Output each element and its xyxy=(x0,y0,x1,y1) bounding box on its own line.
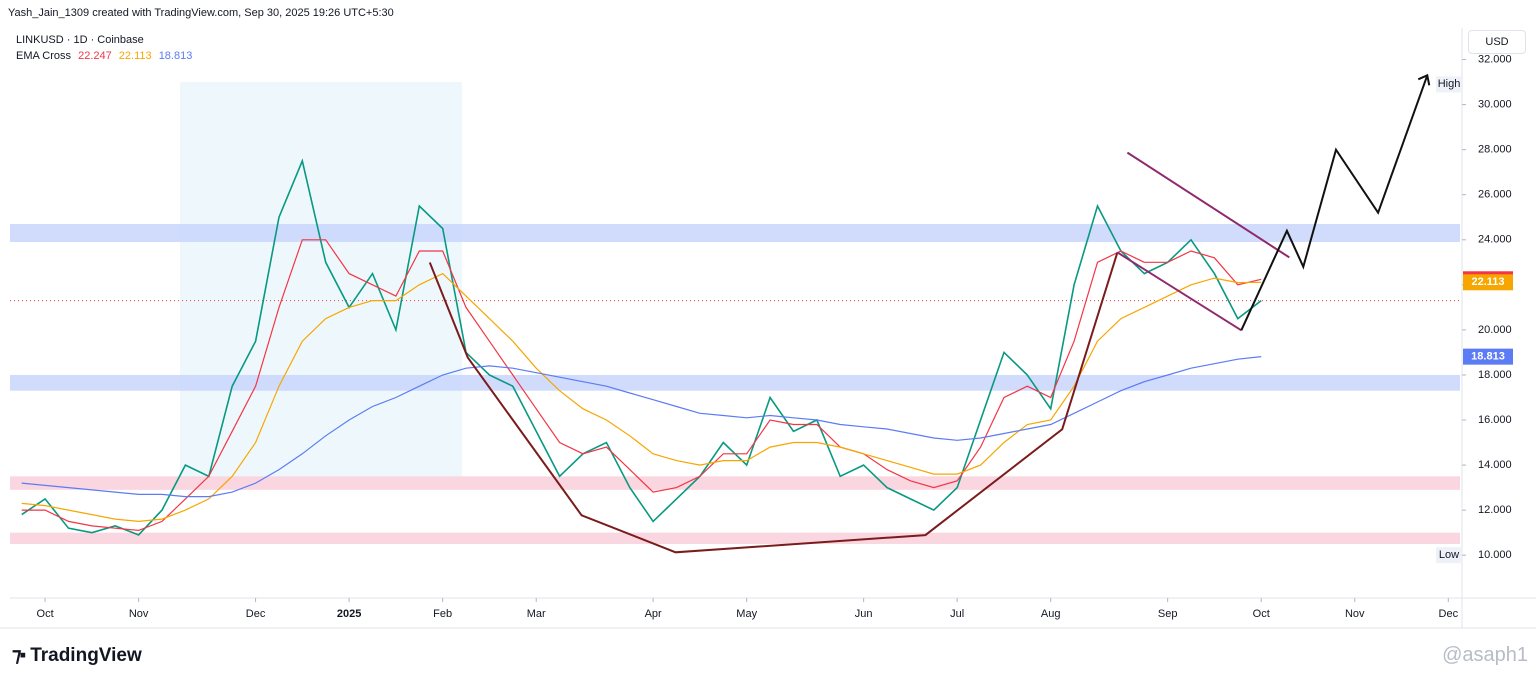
price-badge xyxy=(1463,348,1513,365)
x-tick-label: Jul xyxy=(950,608,964,620)
zone xyxy=(10,532,1460,544)
x-tick-label: May xyxy=(736,608,757,620)
annotation-line xyxy=(1240,74,1429,331)
brand-logo: ⁊▪ xyxy=(12,645,26,666)
zone xyxy=(10,374,1460,391)
x-tick-label: Mar xyxy=(527,608,546,620)
annotation-line xyxy=(1126,151,1290,259)
brand-name: TradingView xyxy=(30,645,142,666)
x-tick-label: 2025 xyxy=(337,608,361,620)
y-tick-label: 10.000 xyxy=(1478,549,1512,561)
y-tick-label: 28.000 xyxy=(1478,144,1512,156)
y-tick-label: 14.000 xyxy=(1478,459,1512,471)
x-tick-label: Jun xyxy=(855,608,873,620)
y-tick-label: 16.000 xyxy=(1478,414,1512,426)
x-tick-label: Nov xyxy=(1345,608,1365,620)
x-tick-label: Sep xyxy=(1158,608,1178,620)
annotation-line xyxy=(1116,251,1242,332)
annotation-line xyxy=(428,252,1119,554)
price-badge-label: 22.247 xyxy=(1471,273,1505,285)
marker-box xyxy=(1436,76,1462,93)
x-tick-label: Apr xyxy=(645,608,662,620)
arrow-head xyxy=(1417,73,1431,86)
price-badge-label: 22.113 xyxy=(1471,276,1504,288)
y-tick-label: 26.000 xyxy=(1478,189,1512,201)
price-line xyxy=(21,158,1262,536)
brand: ⁊▪ TradingView xyxy=(12,644,142,667)
price-badge-label: 18.813 xyxy=(1471,351,1505,363)
y-tick-label: 18.000 xyxy=(1478,369,1512,381)
y-tick-label: 32.000 xyxy=(1478,53,1512,65)
x-tick-label: Oct xyxy=(1253,608,1270,620)
price-badge xyxy=(1463,271,1513,288)
y-tick-label: 22.000 xyxy=(1478,279,1512,291)
ema-value: 22.113 xyxy=(118,50,152,62)
x-tick-label: Dec xyxy=(246,608,266,620)
price-badge xyxy=(1463,274,1513,291)
symbol: LINKUSD · 1D · Coinbase xyxy=(16,34,144,46)
y-tick-label: 20.000 xyxy=(1478,324,1512,336)
zone xyxy=(10,476,1460,490)
ema-line xyxy=(21,356,1262,498)
indicator-legend: EMA Cross 22.247 22.113 18.813 xyxy=(16,50,192,62)
indicator-name: EMA Cross xyxy=(16,50,72,62)
x-tick-label: Dec xyxy=(1439,608,1459,620)
marker-box xyxy=(1436,547,1462,564)
ema-line xyxy=(21,272,1262,523)
zone xyxy=(10,224,1460,243)
ema-value: 18.813 xyxy=(158,50,193,62)
x-tick-label: Aug xyxy=(1041,608,1061,620)
volume-profile-area xyxy=(180,82,462,477)
currency-button[interactable]: USD xyxy=(1468,30,1526,54)
x-tick-label: Oct xyxy=(37,608,54,620)
credit: Yash_Jain_1309 created with TradingView.… xyxy=(8,7,394,19)
marker-label: Low xyxy=(1439,549,1459,561)
ema-value: 22.247 xyxy=(78,50,112,62)
x-tick-label: Nov xyxy=(129,608,149,620)
marker-label: High xyxy=(1438,78,1461,90)
watermark: @asaph1 xyxy=(1442,644,1528,666)
ema-line xyxy=(21,239,1262,532)
y-tick-label: 24.000 xyxy=(1478,234,1512,246)
x-tick-label: Feb xyxy=(433,608,452,620)
y-tick-label: 30.000 xyxy=(1478,99,1512,111)
y-tick-label: 12.000 xyxy=(1478,504,1512,516)
